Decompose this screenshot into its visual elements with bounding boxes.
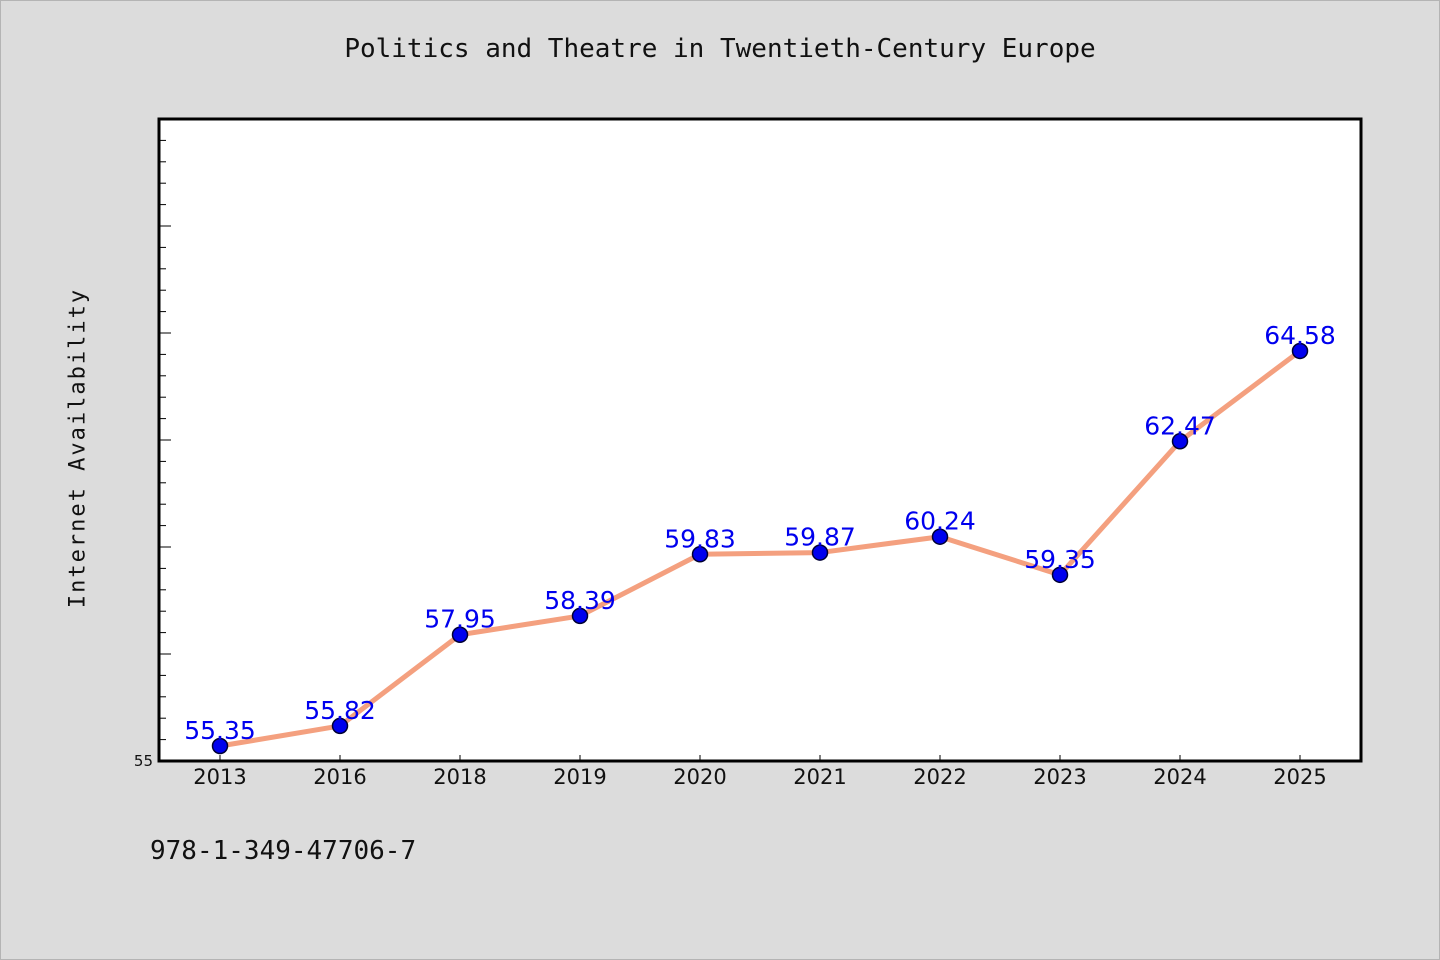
- data-point-2021: [811, 544, 829, 561]
- data-label-2013: 55.35: [184, 716, 256, 745]
- x-tick-label-2023: 2023: [1033, 765, 1086, 789]
- plot-border: [157, 117, 1363, 763]
- data-label-2020: 59.83: [664, 524, 736, 553]
- y-tick-label: 55: [134, 752, 153, 770]
- data-label-2023: 59.35: [1024, 545, 1096, 574]
- data-label-2019: 58.39: [544, 586, 616, 615]
- data-point-2024: [1171, 433, 1189, 450]
- x-tick-label-2021: 2021: [793, 765, 846, 789]
- x-tick-label-2013: 2013: [193, 765, 246, 789]
- data-point-2018: [451, 626, 469, 643]
- data-label-2022: 60.24: [904, 507, 976, 536]
- data-point-2025: [1291, 342, 1309, 360]
- data-point-2013: [211, 737, 229, 755]
- x-tick-label-2024: 2024: [1153, 765, 1206, 789]
- x-tick-label-2016: 2016: [313, 765, 366, 789]
- x-tick-label-2020: 2020: [673, 765, 726, 789]
- x-tick-label-2019: 2019: [553, 765, 606, 789]
- isbn-footer: 978-1-349-47706-7: [150, 836, 417, 866]
- data-label-2018: 57.95: [424, 605, 496, 634]
- data-point-2022: [931, 528, 949, 545]
- data-point-2020: [691, 546, 709, 563]
- data-label-2025: 64.58: [1264, 321, 1336, 350]
- x-tick-label-2025: 2025: [1273, 765, 1326, 789]
- data-point-2016: [331, 717, 349, 735]
- data-point-2019: [571, 607, 589, 625]
- data-label-2021: 59.87: [784, 523, 856, 552]
- series-line: [217, 348, 1303, 749]
- plot-area: [159, 119, 1361, 761]
- x-tick-label-2018: 2018: [433, 765, 486, 789]
- data-label-2016: 55.82: [304, 696, 376, 725]
- chart-title: Politics and Theatre in Twentieth-Centur…: [344, 34, 1096, 64]
- data-label-2024: 62.47: [1144, 411, 1216, 440]
- data-point-2023: [1051, 566, 1069, 584]
- x-tick-label-2022: 2022: [913, 765, 966, 789]
